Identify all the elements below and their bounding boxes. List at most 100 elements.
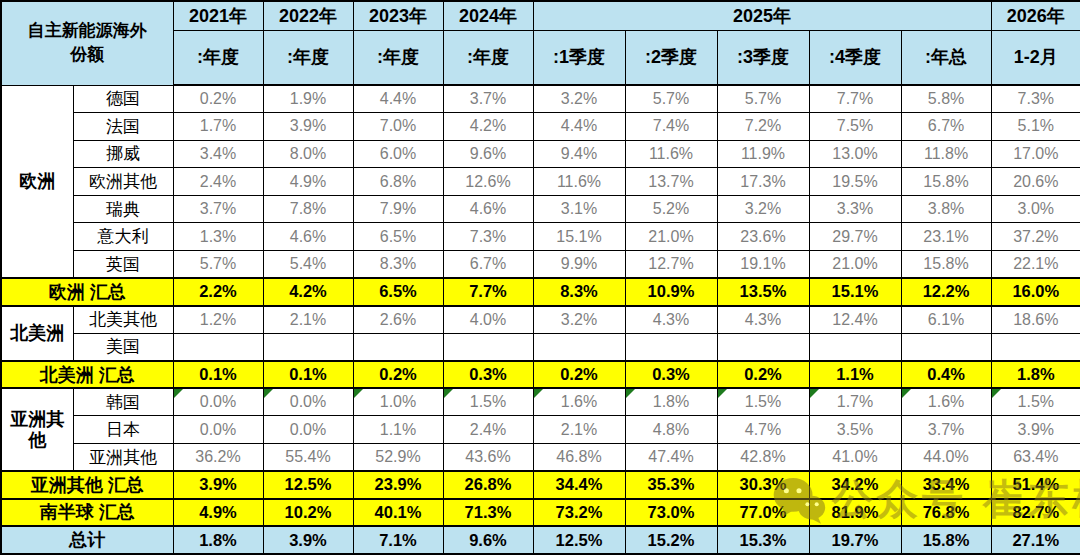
value-cell: 71.3% [443,499,533,527]
value-cell: 11.9% [717,140,809,168]
value-cell: 1.9% [263,85,353,113]
share-table-sheet: 自主新能源海外份额2021年2022年2023年2024年2025年2026年:… [0,0,1080,555]
value-cell: 44.0% [901,444,991,472]
period-header: :年总 [901,30,991,85]
value-cell: 11.6% [533,168,625,196]
cell-corner-marker-icon [810,389,819,398]
value-cell: 4.9% [173,499,263,527]
value-cell: 35.3% [625,471,717,499]
table-row: 欧洲其他2.4%4.9%6.8%12.6%11.6%13.7%17.3%19.5… [1,168,1080,196]
value-cell: 77.0% [717,499,809,527]
value-cell: 2.4% [443,416,533,444]
value-cell: 4.3% [717,306,809,334]
value-cell: 13.7% [625,168,717,196]
value-cell: 0.1% [263,361,353,389]
value-cell: 7.7% [443,278,533,306]
value-cell: 52.9% [353,444,443,472]
row-label: 日本 [73,416,173,444]
value-cell: 3.2% [533,85,625,113]
value-cell: 0.2% [173,85,263,113]
row-label: 韩国 [73,388,173,416]
cell-corner-marker-icon [902,389,911,398]
row-label: 欧洲 汇总 [1,278,173,306]
value-cell: 5.7% [717,85,809,113]
value-cell: 81.9% [809,499,901,527]
value-cell: 13.0% [809,140,901,168]
value-cell: 1.2% [173,306,263,334]
value-cell: 5.2% [625,195,717,223]
table-row: 英国5.7%5.4%8.3%6.7%9.9%12.7%19.1%21.0%15.… [1,250,1080,278]
value-cell: 9.6% [443,140,533,168]
value-cell: 6.5% [353,278,443,306]
value-cell: 3.9% [173,471,263,499]
value-cell: 3.1% [533,195,625,223]
value-cell: 4.8% [625,416,717,444]
row-label: 亚洲其他 [73,444,173,472]
summary-row: 欧洲 汇总2.2%4.2%6.5%7.7%8.3%10.9%13.5%15.1%… [1,278,1080,306]
value-cell: 0.2% [717,361,809,389]
row-label: 欧洲其他 [73,168,173,196]
value-cell: 46.8% [533,444,625,472]
table-row: 欧洲德国0.2%1.9%4.4%3.7%3.2%5.7%5.7%7.7%5.8%… [1,85,1080,113]
value-cell: 1.5% [443,388,533,416]
value-cell: 1.8% [625,388,717,416]
value-cell: 9.4% [533,140,625,168]
table-row: 日本0.0%0.0%1.1%2.4%2.1%4.8%4.7%3.5%3.7%3.… [1,416,1080,444]
cell-corner-marker-icon [626,389,635,398]
summary-row: 南半球 汇总4.9%10.2%40.1%71.3%73.2%73.0%77.0%… [1,499,1080,527]
value-cell: 0.1% [173,361,263,389]
value-cell: 42.8% [717,444,809,472]
value-cell: 23.1% [901,223,991,251]
cell-corner-marker-icon [354,389,363,398]
value-cell: 6.1% [901,306,991,334]
table-row: 亚洲其他36.2%55.4%52.9%43.6%46.8%47.4%42.8%4… [1,444,1080,472]
table-row: 挪威3.4%8.0%6.0%9.6%9.4%11.6%11.9%13.0%11.… [1,140,1080,168]
value-cell: 9.9% [533,250,625,278]
row-label: 瑞典 [73,195,173,223]
value-cell [717,333,809,361]
value-cell [809,333,901,361]
value-cell: 12.2% [901,278,991,306]
value-cell: 23.9% [353,471,443,499]
value-cell: 4.0% [443,306,533,334]
year-header: 2021年 [173,1,263,30]
value-cell: 0.0% [263,388,353,416]
value-cell: 15.8% [901,526,991,554]
row-label: 亚洲其他 汇总 [1,471,173,499]
row-label: 德国 [73,85,173,113]
value-cell: 3.0% [991,195,1080,223]
value-cell: 3.2% [533,306,625,334]
value-cell: 34.4% [533,471,625,499]
value-cell: 1.8% [173,526,263,554]
region-group-label: 北美洲 [1,306,73,361]
cell-corner-marker-icon [264,389,273,398]
year-header: 2024年 [443,1,533,30]
value-cell: 36.2% [173,444,263,472]
value-cell: 26.8% [443,471,533,499]
value-cell: 3.4% [173,140,263,168]
value-cell: 0.3% [625,361,717,389]
value-cell: 5.1% [991,113,1080,141]
value-cell: 3.8% [901,195,991,223]
table-body: 欧洲德国0.2%1.9%4.4%3.7%3.2%5.7%5.7%7.7%5.8%… [1,85,1080,554]
value-cell: 51.4% [991,471,1080,499]
value-cell: 10.2% [263,499,353,527]
cell-corner-marker-icon [174,389,183,398]
value-cell: 1.5% [991,388,1080,416]
value-cell: 33.4% [901,471,991,499]
value-cell: 4.2% [443,113,533,141]
value-cell: 0.0% [263,416,353,444]
value-cell: 13.5% [717,278,809,306]
value-cell: 0.3% [443,361,533,389]
value-cell: 9.6% [443,526,533,554]
value-cell: 4.6% [263,223,353,251]
value-cell: 3.9% [991,416,1080,444]
row-label: 意大利 [73,223,173,251]
value-cell: 1.7% [173,113,263,141]
value-cell: 29.7% [809,223,901,251]
row-label: 南半球 汇总 [1,499,173,527]
value-cell [533,333,625,361]
value-cell: 15.8% [901,250,991,278]
summary-row: 亚洲其他 汇总3.9%12.5%23.9%26.8%34.4%35.3%30.3… [1,471,1080,499]
cell-corner-marker-icon [444,389,453,398]
